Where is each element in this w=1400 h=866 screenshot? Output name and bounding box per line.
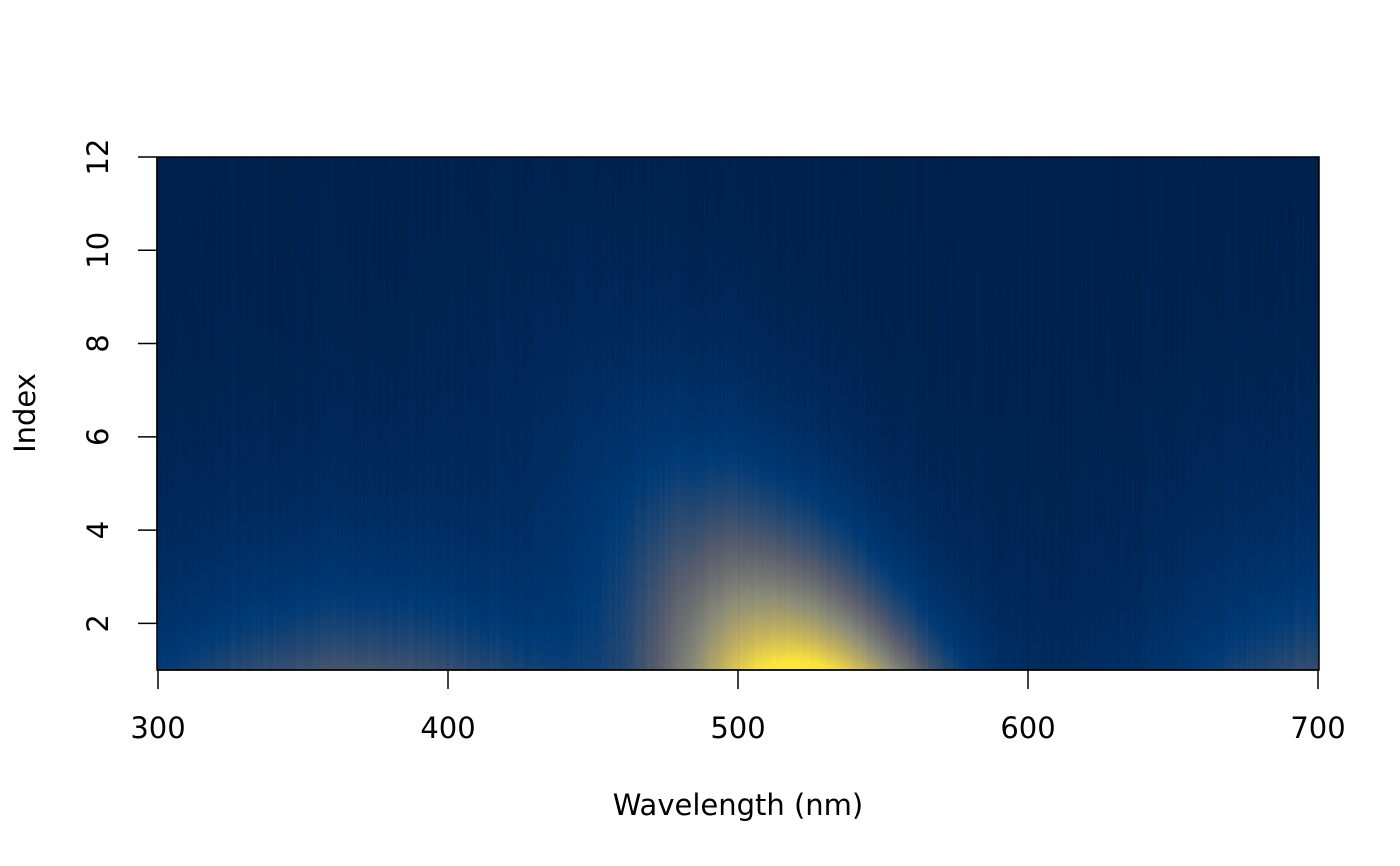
heatmap-image [157,157,1319,670]
y-axis: 2 4 6 8 10 12 [81,139,158,633]
y-tick-label: 2 [81,614,115,632]
y-tick-label: 10 [81,232,115,269]
y-axis-title: Index [8,373,42,453]
plot-frame [156,156,1320,671]
x-tick-label: 600 [1000,711,1055,745]
x-tick-label: 400 [420,711,475,745]
x-tick-label: 700 [1290,711,1345,745]
y-tick-label: 8 [81,334,115,352]
x-tick-label: 300 [130,711,185,745]
y-tick-label: 12 [81,139,115,176]
y-tick-label: 4 [81,521,115,539]
x-axis: 300 400 500 600 700 [130,669,1346,745]
x-tick-label: 500 [710,711,765,745]
x-axis-title: Wavelength (nm) [613,788,864,822]
y-tick-label: 6 [81,428,115,446]
